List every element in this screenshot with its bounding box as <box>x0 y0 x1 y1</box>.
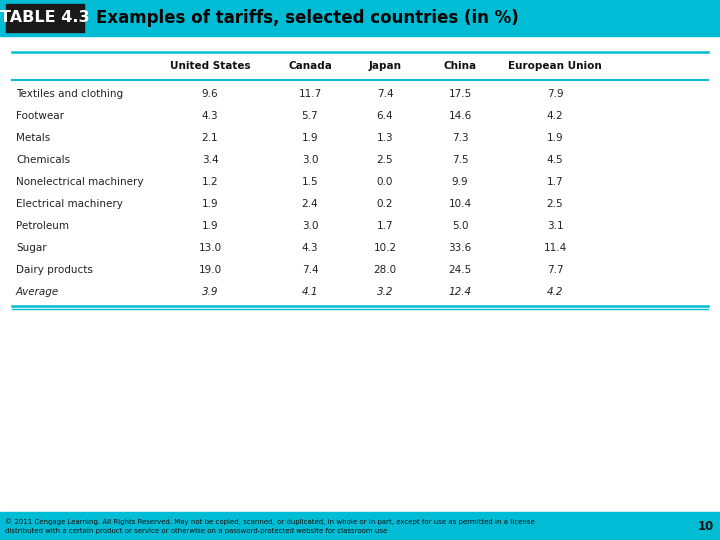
Text: 0.2: 0.2 <box>377 199 393 209</box>
Text: 3.4: 3.4 <box>202 155 218 165</box>
Text: Nonelectrical machinery: Nonelectrical machinery <box>16 177 143 187</box>
Text: 33.6: 33.6 <box>449 243 472 253</box>
Text: Examples of tariffs, selected countries (in %): Examples of tariffs, selected countries … <box>96 9 518 27</box>
Text: Textiles and clothing: Textiles and clothing <box>16 89 123 99</box>
Text: China: China <box>444 61 477 71</box>
Text: 1.9: 1.9 <box>202 221 218 231</box>
Text: TABLE 4.3: TABLE 4.3 <box>0 10 90 25</box>
Text: 17.5: 17.5 <box>449 89 472 99</box>
Bar <box>0 0 720 36</box>
Text: 3.0: 3.0 <box>302 155 318 165</box>
Text: 7.3: 7.3 <box>451 133 468 143</box>
Text: 7.7: 7.7 <box>546 265 563 275</box>
Text: 10: 10 <box>698 519 714 532</box>
Text: 28.0: 28.0 <box>374 265 397 275</box>
Text: 7.4: 7.4 <box>302 265 318 275</box>
Bar <box>6 4 84 32</box>
Text: 9.6: 9.6 <box>202 89 218 99</box>
Text: Metals: Metals <box>16 133 50 143</box>
Text: 1.9: 1.9 <box>202 199 218 209</box>
Text: 4.2: 4.2 <box>546 287 563 297</box>
Text: 2.1: 2.1 <box>202 133 218 143</box>
Text: 7.4: 7.4 <box>377 89 393 99</box>
Text: 5.7: 5.7 <box>302 111 318 121</box>
Text: Sugar: Sugar <box>16 243 47 253</box>
Text: 4.3: 4.3 <box>202 111 218 121</box>
Text: 5.0: 5.0 <box>451 221 468 231</box>
Text: 4.5: 4.5 <box>546 155 563 165</box>
Text: 9.9: 9.9 <box>451 177 468 187</box>
Text: © 2011 Cengage Learning. All Rights Reserved. May not be copied, scanned, or dup: © 2011 Cengage Learning. All Rights Rese… <box>5 518 535 534</box>
Text: 11.7: 11.7 <box>298 89 322 99</box>
Text: 14.6: 14.6 <box>449 111 472 121</box>
Text: 3.1: 3.1 <box>546 221 563 231</box>
Text: European Union: European Union <box>508 61 602 71</box>
Text: Japan: Japan <box>369 61 402 71</box>
Text: 1.3: 1.3 <box>377 133 393 143</box>
Text: Average: Average <box>16 287 59 297</box>
Text: 10.2: 10.2 <box>374 243 397 253</box>
Text: 3.9: 3.9 <box>202 287 218 297</box>
Text: 13.0: 13.0 <box>199 243 222 253</box>
Text: 11.4: 11.4 <box>544 243 567 253</box>
Text: 4.3: 4.3 <box>302 243 318 253</box>
Bar <box>0 512 720 540</box>
Text: 1.9: 1.9 <box>302 133 318 143</box>
Text: 7.9: 7.9 <box>546 89 563 99</box>
Text: 2.5: 2.5 <box>546 199 563 209</box>
Text: Canada: Canada <box>288 61 332 71</box>
Text: 0.0: 0.0 <box>377 177 393 187</box>
Text: 19.0: 19.0 <box>199 265 222 275</box>
Text: Dairy products: Dairy products <box>16 265 93 275</box>
Text: 24.5: 24.5 <box>449 265 472 275</box>
Text: 1.7: 1.7 <box>377 221 393 231</box>
Text: 1.2: 1.2 <box>202 177 218 187</box>
Text: 7.5: 7.5 <box>451 155 468 165</box>
Text: 2.4: 2.4 <box>302 199 318 209</box>
Text: 2.5: 2.5 <box>377 155 393 165</box>
Text: Chemicals: Chemicals <box>16 155 70 165</box>
Text: 1.9: 1.9 <box>546 133 563 143</box>
Text: Petroleum: Petroleum <box>16 221 69 231</box>
Text: 1.5: 1.5 <box>302 177 318 187</box>
Text: Electrical machinery: Electrical machinery <box>16 199 123 209</box>
Text: 1.7: 1.7 <box>546 177 563 187</box>
Text: Footwear: Footwear <box>16 111 64 121</box>
Text: 12.4: 12.4 <box>449 287 472 297</box>
Text: 10.4: 10.4 <box>449 199 472 209</box>
Text: United States: United States <box>170 61 251 71</box>
Text: 6.4: 6.4 <box>377 111 393 121</box>
Text: 3.0: 3.0 <box>302 221 318 231</box>
Text: 3.2: 3.2 <box>377 287 393 297</box>
Text: 4.2: 4.2 <box>546 111 563 121</box>
Text: 4.1: 4.1 <box>302 287 318 297</box>
